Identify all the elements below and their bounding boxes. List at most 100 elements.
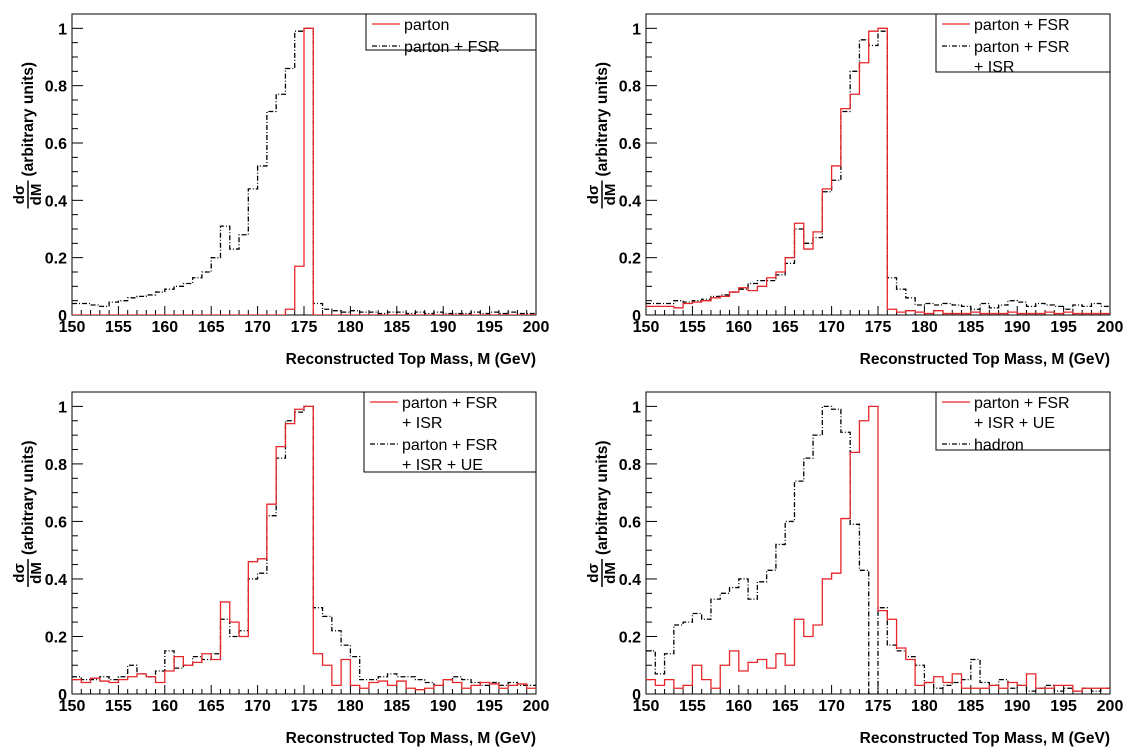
y-tick-label: 0.4 bbox=[45, 572, 67, 589]
x-axis-label: Reconstructed Top Mass, M (GeV) bbox=[860, 730, 1110, 747]
series-line-black bbox=[646, 405, 1110, 694]
y-tick-label: 0.2 bbox=[45, 629, 67, 646]
y-axis-units: (arbitrary units) bbox=[20, 62, 37, 177]
x-tick-label: 175 bbox=[291, 698, 318, 715]
legend-entry-text: parton + FSR bbox=[974, 17, 1070, 34]
x-tick-label: 170 bbox=[244, 319, 271, 336]
x-tick-label: 160 bbox=[151, 319, 178, 336]
x-tick-label: 170 bbox=[244, 698, 271, 715]
y-axis-fraction-numerator: dσ bbox=[11, 563, 28, 582]
y-tick-label: 1 bbox=[58, 21, 67, 38]
legend-entry-text: parton bbox=[404, 17, 449, 34]
x-tick-label: 190 bbox=[430, 698, 457, 715]
y-axis-units: (arbitrary units) bbox=[20, 440, 37, 555]
x-tick-label: 200 bbox=[1097, 319, 1124, 336]
x-tick-label: 155 bbox=[679, 698, 706, 715]
legend-box bbox=[935, 391, 1111, 451]
x-tick-label: 165 bbox=[198, 698, 225, 715]
x-tick-label: 185 bbox=[957, 319, 984, 336]
y-axis-fraction-numerator: dσ bbox=[585, 185, 602, 204]
x-tick-label: 195 bbox=[1050, 698, 1077, 715]
x-tick-label: 150 bbox=[633, 319, 660, 336]
legend-box bbox=[365, 13, 537, 51]
y-axis-fraction-numerator: dσ bbox=[585, 563, 602, 582]
y-axis-fraction-denominator: dM bbox=[28, 562, 45, 584]
y-tick-label: 0 bbox=[58, 308, 67, 325]
y-axis-units: (arbitrary units) bbox=[594, 62, 611, 177]
y-axis-fraction-denominator: dM bbox=[602, 562, 619, 584]
x-tick-label: 150 bbox=[633, 698, 660, 715]
y-axis-label: dσ dM (arbitrary units) bbox=[585, 440, 619, 587]
x-tick-label: 155 bbox=[105, 698, 132, 715]
x-tick-label: 175 bbox=[291, 319, 318, 336]
y-tick-label: 0.4 bbox=[45, 193, 67, 210]
y-tick-label: 1 bbox=[632, 399, 641, 416]
x-axis-label: Reconstructed Top Mass, M (GeV) bbox=[860, 351, 1110, 368]
series-line-black bbox=[72, 27, 536, 315]
y-tick-label: 0.8 bbox=[619, 457, 641, 474]
x-tick-label: 170 bbox=[818, 319, 845, 336]
y-axis-fraction-numerator: dσ bbox=[11, 185, 28, 204]
y-tick-label: 0.4 bbox=[619, 572, 641, 589]
y-tick-label: 0.6 bbox=[619, 136, 641, 153]
x-tick-label: 200 bbox=[1097, 698, 1124, 715]
x-tick-label: 175 bbox=[865, 319, 892, 336]
x-tick-label: 185 bbox=[383, 698, 410, 715]
legend-entry-text: parton + FSR bbox=[974, 39, 1070, 56]
x-tick-label: 195 bbox=[476, 319, 503, 336]
x-tick-label: 150 bbox=[59, 698, 86, 715]
x-tick-label: 170 bbox=[818, 698, 845, 715]
legend-entry-text: + ISR bbox=[974, 59, 1014, 76]
series-line-red bbox=[646, 27, 1110, 315]
x-tick-label: 155 bbox=[105, 319, 132, 336]
y-axis-units: (arbitrary units) bbox=[594, 440, 611, 555]
x-tick-label: 150 bbox=[59, 319, 86, 336]
legend-entry-text: parton + FSR bbox=[974, 395, 1070, 412]
legend: parton + FSR parton + FSR + ISR bbox=[935, 13, 1111, 76]
x-tick-label: 180 bbox=[911, 698, 938, 715]
x-tick-label: 190 bbox=[430, 319, 457, 336]
y-axis-fraction-denominator: dM bbox=[28, 184, 45, 206]
y-tick-label: 1 bbox=[632, 21, 641, 38]
y-tick-label: 0.2 bbox=[619, 629, 641, 646]
x-tick-label: 195 bbox=[1050, 319, 1077, 336]
x-tick-label: 160 bbox=[725, 319, 752, 336]
legend: parton + FSR + ISR + UE hadron bbox=[935, 391, 1111, 454]
y-axis-label: dσ dM (arbitrary units) bbox=[585, 62, 619, 209]
y-tick-label: 0.2 bbox=[619, 251, 641, 268]
legend-entry-text: parton + FSR bbox=[402, 395, 498, 412]
legend-entry-text: + ISR bbox=[402, 415, 442, 432]
chart-panel-2: 150 155 160 165 170 175 180 185 190 195 200 0 0.2 0.4… bbox=[585, 13, 1124, 368]
legend-entry-text: + ISR + UE bbox=[402, 457, 483, 474]
y-tick-label: 0.8 bbox=[45, 79, 67, 96]
y-tick-label: 0 bbox=[632, 308, 641, 325]
y-axis-label: dσ dM (arbitrary units) bbox=[11, 440, 45, 587]
series-line-red bbox=[646, 405, 1110, 692]
x-tick-label: 165 bbox=[772, 319, 799, 336]
y-tick-label: 0.4 bbox=[619, 193, 641, 210]
legend-box bbox=[363, 391, 537, 473]
legend-entry-text: parton + FSR bbox=[404, 39, 500, 56]
y-tick-label: 0.8 bbox=[619, 79, 641, 96]
legend-entry-text: + ISR + UE bbox=[974, 415, 1055, 432]
x-tick-label: 175 bbox=[865, 698, 892, 715]
y-tick-label: 0 bbox=[632, 687, 641, 704]
y-tick-label: 0.6 bbox=[45, 514, 67, 531]
x-tick-label: 180 bbox=[337, 319, 364, 336]
series-line-black bbox=[72, 405, 536, 687]
x-tick-label: 185 bbox=[957, 698, 984, 715]
x-tick-label: 180 bbox=[337, 698, 364, 715]
legend: parton + FSR + ISR parton + FSR + ISR + UE bbox=[363, 391, 537, 474]
series-line-black bbox=[646, 30, 1110, 310]
y-axis-label: dσ dM (arbitrary units) bbox=[11, 62, 45, 209]
x-tick-label: 160 bbox=[151, 698, 178, 715]
series-line-red bbox=[72, 405, 536, 691]
y-tick-label: 0.8 bbox=[45, 457, 67, 474]
x-tick-label: 160 bbox=[725, 698, 752, 715]
x-tick-label: 195 bbox=[476, 698, 503, 715]
chart-panel-1: 150 155 160 165 170 175 180 185 190 195 200 0 0.2 0.4… bbox=[11, 13, 549, 368]
y-tick-label: 0.2 bbox=[45, 251, 67, 268]
x-tick-label: 190 bbox=[1004, 319, 1031, 336]
x-tick-label: 165 bbox=[772, 698, 799, 715]
